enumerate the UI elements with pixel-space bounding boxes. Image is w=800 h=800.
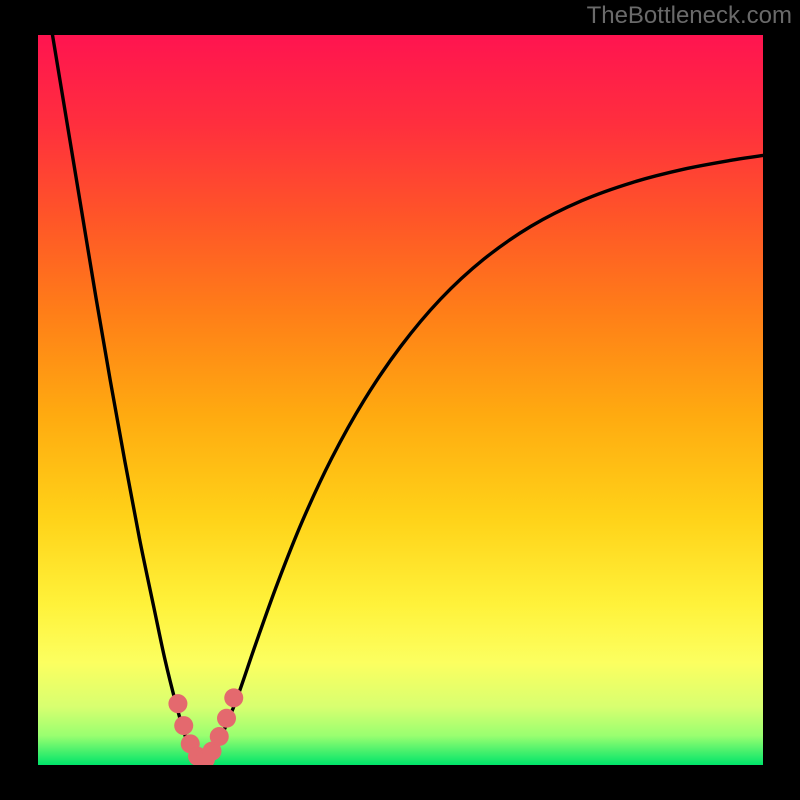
plot-area [38, 35, 763, 765]
marker-dot [210, 727, 229, 746]
marker-dot [168, 694, 187, 713]
marker-dot [174, 716, 193, 735]
marker-dot [224, 688, 243, 707]
bottleneck-curve-chart [38, 35, 763, 765]
marker-dot [217, 709, 236, 728]
gradient-background [38, 35, 763, 765]
watermark-text: TheBottleneck.com [587, 2, 792, 30]
chart-frame: TheBottleneck.com [0, 0, 800, 800]
